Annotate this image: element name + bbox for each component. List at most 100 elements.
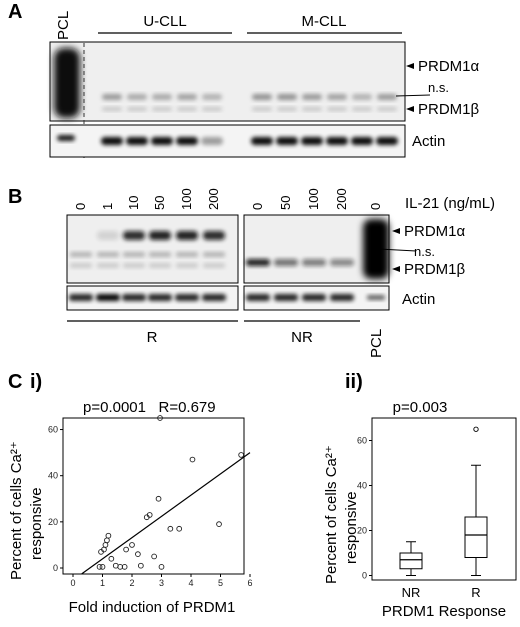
actin-band — [126, 137, 148, 145]
actin-band — [201, 137, 223, 145]
prdm1b-arrow — [406, 106, 414, 112]
prdm1a-band — [203, 231, 225, 240]
actin-band — [251, 137, 273, 145]
actin-band — [246, 294, 270, 301]
actin-band — [148, 294, 172, 301]
ns-band — [70, 252, 92, 257]
ns-band — [302, 94, 322, 100]
x-tick-label: 5 — [218, 578, 223, 588]
panel-b: B 0 1 10 50 100 200 0 50 100 200 0 IL-21 (ng/mL) P… — [8, 186, 495, 358]
outlier-point — [473, 426, 479, 432]
prdm1b-band — [302, 259, 326, 266]
actin-band — [176, 137, 198, 145]
dose-label: 0 — [250, 203, 265, 210]
actin-band — [351, 137, 373, 145]
dose-label: 100 — [306, 188, 321, 210]
prdm1b-band — [97, 263, 119, 268]
prdm1b-band — [149, 263, 171, 268]
scatter-point — [123, 546, 129, 553]
panel-a-actin-bands — [57, 135, 398, 145]
dose-label: 1 — [100, 203, 115, 210]
panel-a-prdm1a-label: PRDM1α — [418, 58, 480, 75]
actin-band — [101, 137, 123, 145]
y-tick-label: 20 — [357, 526, 367, 536]
prdm1b-band — [274, 259, 298, 266]
scatter-point — [104, 537, 110, 544]
actin-band — [276, 137, 298, 145]
scatter-point — [102, 542, 109, 548]
panel-a-pcl-label: PCL — [55, 11, 72, 40]
panel-a-actin-label: Actin — [412, 133, 445, 150]
actin-band — [151, 137, 173, 145]
x-tick-label: 0 — [70, 578, 75, 588]
prdm1b-band — [176, 263, 198, 268]
actin-band — [326, 137, 348, 145]
scatter-point — [96, 563, 103, 570]
dose-label: 50 — [278, 196, 293, 210]
prdm1a-band — [123, 231, 145, 240]
dose-labels: 0 1 10 50 100 200 0 50 100 200 0 — [73, 188, 383, 210]
panel-c: C i) ii) p=0.0001 R=0.679 p=0.003 0 1 2 3 4 5… — [8, 371, 517, 620]
prdm1b-band — [327, 107, 347, 111]
scatter-point — [158, 563, 165, 570]
scatter-point — [105, 532, 112, 539]
dose-label: 0 — [368, 203, 383, 210]
panel-a-ns-label: n.s. — [428, 80, 449, 95]
panel-a-beta-bands — [102, 107, 397, 111]
ns-band — [149, 252, 171, 257]
scatter-point — [146, 512, 153, 518]
box-x-label: PRDM1 Response — [382, 603, 506, 620]
panel-b-actin-bands — [69, 294, 385, 301]
panel-b-prdm1a-label: PRDM1α — [404, 223, 466, 240]
prdm1b-band — [352, 107, 372, 111]
actin-band — [302, 294, 326, 301]
b-ns-pointer — [377, 248, 417, 252]
prdm1b-band — [127, 107, 147, 111]
ns-band — [102, 94, 122, 100]
ns-band — [152, 94, 172, 100]
scatter-point — [99, 563, 106, 570]
scatter-point — [167, 525, 174, 532]
panel-b-bands — [70, 219, 389, 279]
prdm1b-band — [277, 107, 297, 111]
x-tick-label: 3 — [159, 578, 164, 588]
y-tick-label: 20 — [48, 517, 58, 527]
u-cll-label: U-CLL — [143, 13, 186, 30]
panel-a: A PCL U-CLL M-CLL PRDM1α n.s. PRDM1β Act… — [8, 1, 480, 158]
box — [464, 516, 488, 558]
panel-c-ii-label: ii) — [345, 371, 363, 393]
y-tick-label: 60 — [48, 425, 58, 435]
r-group-label: R — [147, 329, 158, 346]
panel-b-blot-left — [66, 214, 239, 284]
scatter-y-label: Percent of cells Ca²⁺ — [8, 441, 25, 580]
ns-band — [252, 94, 272, 100]
actin-band — [175, 294, 199, 301]
prdm1b-band — [70, 263, 92, 268]
box — [399, 552, 423, 570]
scatter-frame — [62, 417, 245, 575]
panel-b-letter: B — [8, 186, 22, 208]
y-tick-label: 40 — [357, 481, 367, 491]
scatter-point — [129, 542, 135, 548]
panel-a-letter: A — [8, 1, 22, 23]
ns-band — [277, 94, 297, 100]
m-cll-label: M-CLL — [301, 13, 346, 30]
category-label: NR — [402, 585, 421, 600]
nr-group-label: NR — [291, 329, 313, 346]
y-tick-label: 0 — [53, 563, 58, 573]
scatter-y-label-2: responsive — [28, 487, 45, 560]
pcl-band — [54, 48, 80, 118]
b-prdm1a-arrow — [392, 228, 400, 234]
panel-b-prdm1b-label: PRDM1β — [404, 261, 466, 278]
ns-band — [327, 94, 347, 100]
prdm1a-band — [176, 231, 198, 240]
actin-band — [122, 294, 146, 301]
actin-band — [330, 294, 354, 301]
panel-b-actin-label: Actin — [402, 291, 435, 308]
scatter-point — [176, 525, 183, 532]
ns-band — [176, 252, 198, 257]
prdm1b-band — [123, 263, 145, 268]
actin-band — [274, 294, 298, 301]
scatter-point — [108, 555, 115, 562]
